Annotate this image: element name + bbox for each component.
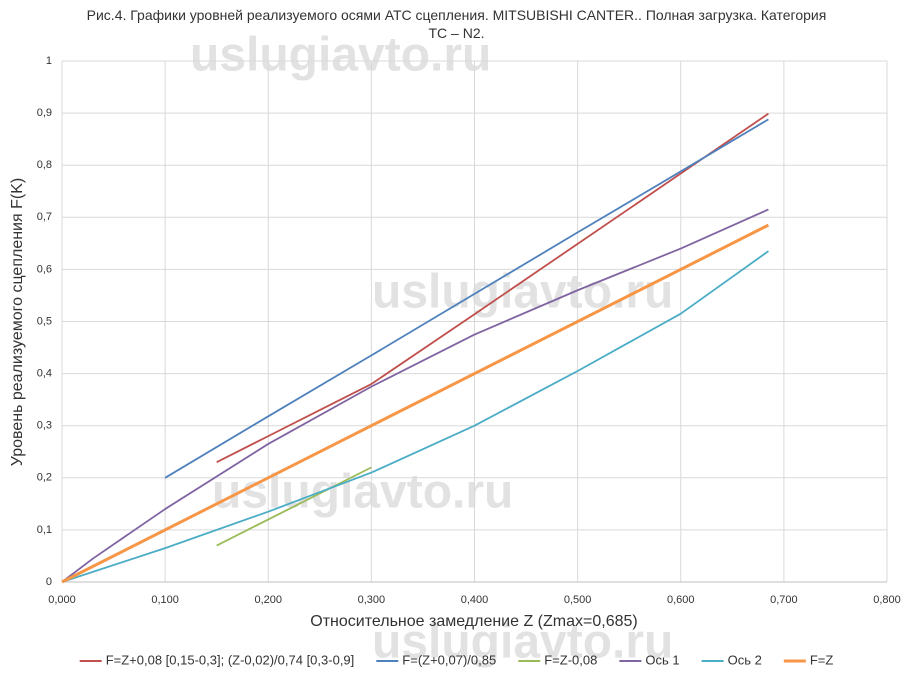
series-line: [61, 250, 769, 583]
x-tick-label: 0,100: [151, 594, 179, 606]
x-tick-label: 0,500: [564, 594, 592, 606]
y-tick-label: 0,3: [37, 420, 52, 432]
y-tick-label: 0,4: [37, 368, 52, 380]
y-tick-label: 0,7: [37, 211, 52, 223]
watermark: uslugiavto.ru: [212, 466, 513, 519]
legend-label: F=Z: [810, 652, 834, 667]
series-line: [216, 466, 372, 547]
y-tick-label: 0,1: [37, 524, 52, 536]
watermark: uslugiavto.ru: [372, 266, 673, 319]
y-tick-label: 0,2: [37, 472, 52, 484]
legend-label: F=(Z+0,07)/0,85: [402, 652, 496, 667]
legend-label: F=Z+0,08 [0,15-0,3]; (Z-0,02)/0,74 [0,3-…: [106, 652, 355, 667]
x-tick-label: 0,300: [358, 594, 386, 606]
watermark: uslugiavto.ru: [190, 29, 491, 82]
x-tick-label: 0,800: [873, 594, 901, 606]
x-tick-label: 0,200: [254, 594, 282, 606]
y-tick-label: 0,6: [37, 263, 52, 275]
x-tick-label: 0,400: [461, 594, 489, 606]
y-tick-label: 0,5: [37, 315, 52, 327]
series-line: [164, 118, 769, 479]
y-tick-label: 0,8: [37, 159, 52, 171]
x-tick-label: 0,700: [770, 594, 798, 606]
x-axis-label: Относительное замедление Z (Zmax=0,685): [310, 613, 637, 630]
watermark: uslugiavto.ru: [372, 616, 673, 669]
y-tick-label: 1: [46, 55, 52, 67]
legend-label: Ось 1: [645, 652, 679, 667]
x-tick-label: 0,000: [48, 594, 76, 606]
y-tick-label: 0: [46, 576, 52, 588]
x-tick-label: 0,600: [667, 594, 695, 606]
y-tick-label: 0,9: [37, 107, 52, 119]
legend-label: Ось 2: [728, 652, 762, 667]
legend-label: F=Z-0,08: [544, 652, 597, 667]
series-line: [61, 208, 769, 583]
y-axis-label: Уровень реализуемого сцепления F(K): [9, 178, 26, 466]
series-line: [61, 223, 770, 584]
chart-title: Рис.4. Графики уровней реализуемого осям…: [86, 7, 827, 41]
series-line: [216, 112, 769, 463]
